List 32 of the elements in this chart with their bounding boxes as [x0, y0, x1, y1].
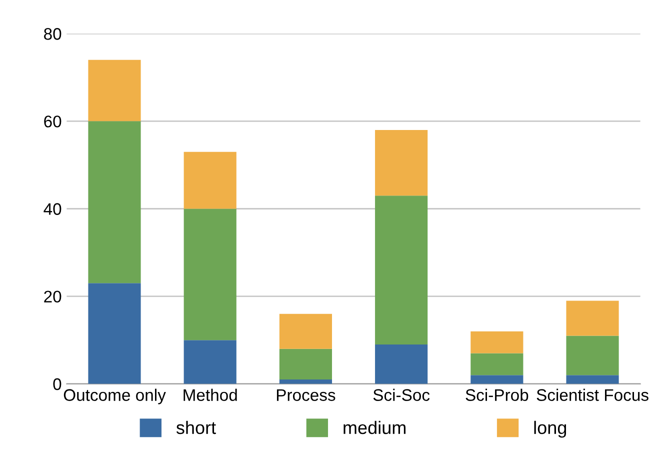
bar [566, 336, 619, 376]
y-tick-label: 0 [53, 378, 62, 390]
x-tick-label: Sci-Prob [466, 388, 528, 401]
bar [279, 314, 332, 349]
bar [375, 344, 428, 384]
bar [184, 208, 236, 340]
legend-label: medium [344, 420, 406, 434]
x-tick-label: Sci-Soc [373, 388, 430, 401]
y-tick-label: 40 [44, 203, 62, 215]
y-tick-label: 20 [44, 290, 62, 303]
bar [375, 196, 428, 344]
bar [470, 375, 524, 384]
bar [88, 283, 141, 384]
bar [88, 60, 141, 122]
bar [279, 348, 332, 380]
bar [279, 379, 332, 384]
bar [88, 121, 141, 284]
x-tick-label: Scientist Focus [536, 388, 648, 401]
bar [375, 130, 428, 196]
bar [566, 300, 619, 336]
legend-label: long [534, 420, 566, 438]
bar [184, 340, 236, 384]
bar [566, 375, 619, 384]
x-tick-label: Method [184, 388, 237, 401]
bar [470, 331, 524, 354]
x-tick-label: Outcome only [64, 388, 166, 404]
x-tick-label: Process [276, 389, 336, 401]
legend-label: short [176, 420, 216, 434]
y-tick-label: 80 [44, 28, 62, 40]
bar [470, 353, 524, 376]
bar [184, 152, 236, 209]
y-tick-label: 60 [44, 116, 62, 128]
